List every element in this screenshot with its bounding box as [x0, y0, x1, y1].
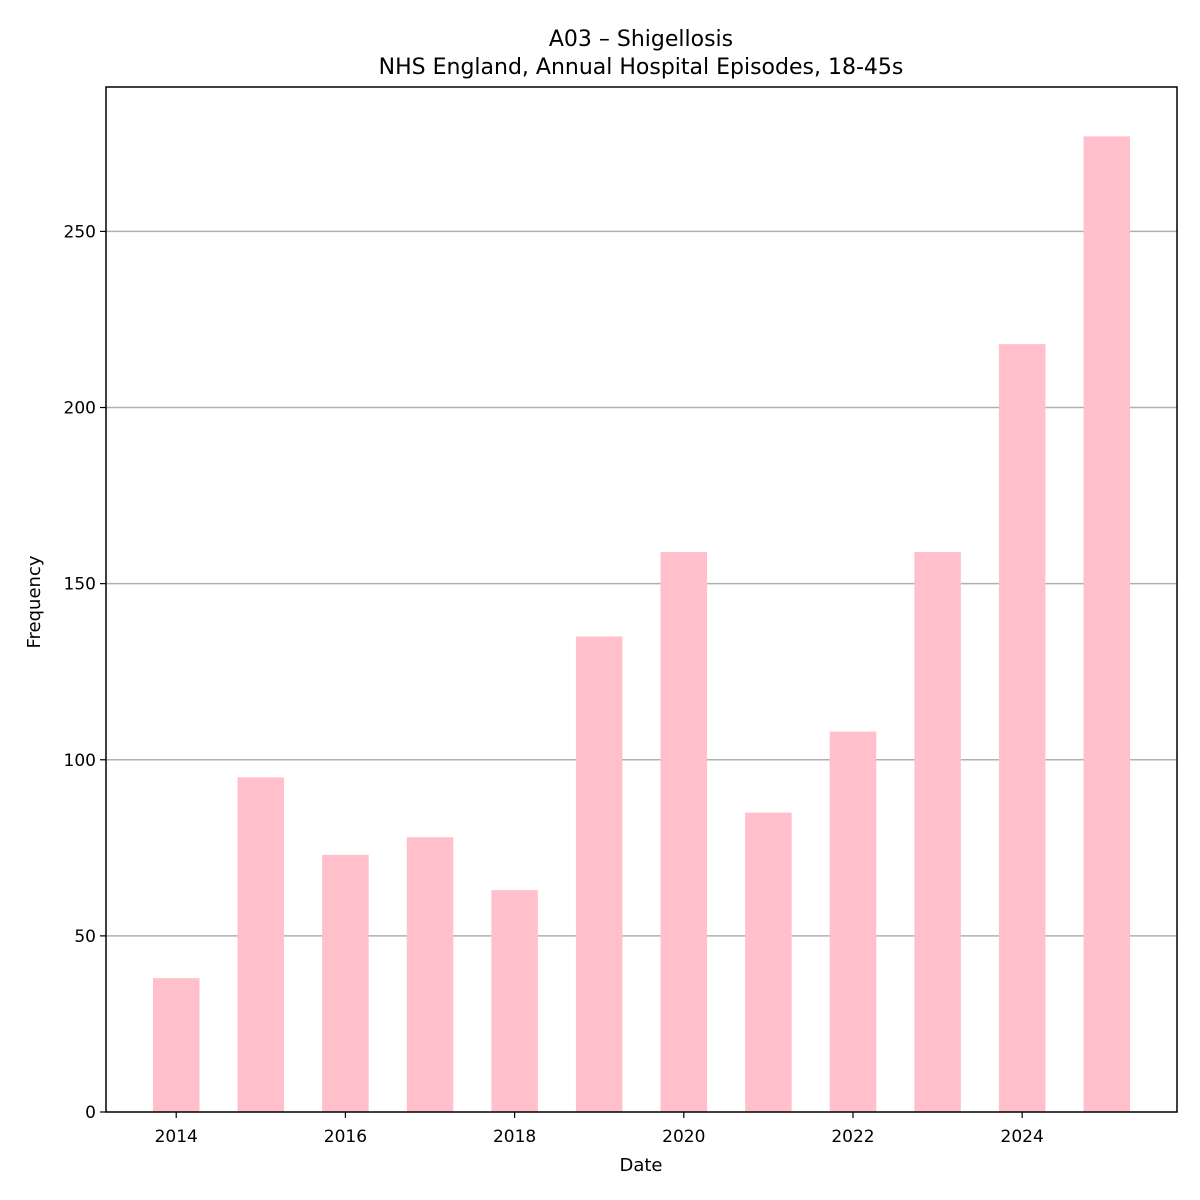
y-tick-label: 0 — [85, 1103, 96, 1123]
chart-title: A03 – Shigellosis — [549, 27, 733, 52]
x-tick-label: 2022 — [831, 1127, 874, 1147]
x-axis-label: Date — [619, 1155, 662, 1176]
bar-2016 — [322, 854, 369, 1112]
y-tick-label: 250 — [64, 222, 96, 242]
y-axis-ticks: 0 50 100 150 200 250 — [64, 222, 106, 1123]
bar-2021 — [745, 812, 792, 1112]
bar-2020 — [660, 551, 708, 1112]
plot-frame — [105, 86, 1178, 1113]
bar-2024 — [998, 344, 1046, 1112]
bars — [152, 136, 1131, 1112]
chart-subtitle: NHS England, Annual Hospital Episodes, 1… — [379, 55, 904, 80]
x-tick-label: 2018 — [493, 1127, 536, 1147]
gridlines — [106, 230, 1177, 937]
x-tick-label: 2014 — [155, 1127, 198, 1147]
bar-2025 — [1083, 136, 1131, 1112]
y-axis-label: Frequency — [24, 555, 45, 648]
bar-2017 — [406, 837, 454, 1112]
x-tick-label: 2016 — [324, 1127, 367, 1147]
x-tick-label: 2020 — [662, 1127, 705, 1147]
y-tick-label: 50 — [74, 927, 96, 947]
x-tick-label: 2024 — [1001, 1127, 1044, 1147]
y-tick-label: 200 — [64, 399, 96, 419]
bar-2023 — [914, 551, 961, 1112]
y-tick-label: 150 — [64, 575, 96, 595]
bar-2014 — [152, 978, 200, 1112]
bar-2018 — [491, 890, 538, 1112]
bar-2022 — [829, 731, 877, 1112]
bar-2015 — [237, 777, 285, 1112]
x-axis-ticks: 2014 2016 2018 2020 2022 2024 — [155, 1112, 1044, 1147]
bar-2019 — [575, 636, 623, 1112]
y-tick-label: 100 — [64, 751, 96, 771]
